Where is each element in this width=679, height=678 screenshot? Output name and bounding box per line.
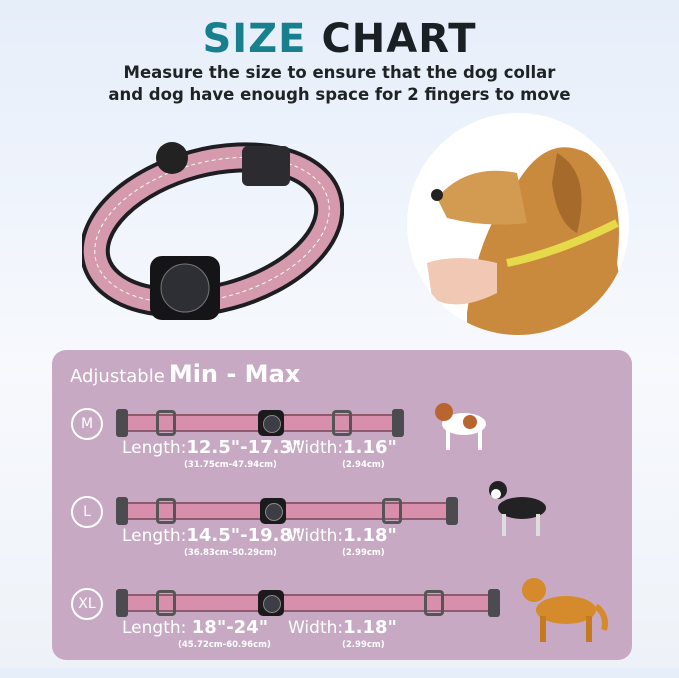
width-cm: (2.99cm) xyxy=(342,640,385,650)
width-cm: (2.99cm) xyxy=(342,548,385,558)
husky-dog-icon xyxy=(489,481,546,536)
adjustable-label: Adjustable Min - Max xyxy=(70,360,300,388)
size-row-l: L Length:14.5"-19.8" (36.83cm-50.29cm) W… xyxy=(52,481,632,586)
title-size: SIZE xyxy=(202,16,307,62)
min-max-text: Min - Max xyxy=(168,360,301,388)
dog-measuring-image xyxy=(407,113,629,335)
subtitle: Measure the size to ensure that the dog … xyxy=(0,62,679,106)
length-text: Length:14.5"-19.8" xyxy=(122,525,302,546)
title-chart: CHART xyxy=(321,16,477,62)
size-badge: XL xyxy=(71,588,103,620)
width-text: Width:1.16" xyxy=(288,437,397,458)
length-cm: (36.83cm-50.29cm) xyxy=(184,548,277,558)
size-row-m: M Length:12.5"-17.3" (31.75cm-47.94cm) W… xyxy=(52,403,632,498)
width-text: Width:1.18" xyxy=(288,525,397,546)
small-dog-icon xyxy=(435,403,486,450)
length-cm: (45.72cm-60.96cm) xyxy=(178,640,271,650)
size-badge: M xyxy=(71,408,103,440)
width-cm: (2.94cm) xyxy=(342,460,385,470)
collar-product-image xyxy=(82,142,344,320)
subtitle-line-2: and dog have enough space for 2 fingers … xyxy=(108,85,571,104)
length-text: Length:12.5"-17.3" xyxy=(122,437,302,458)
width-text: Width:1.18" xyxy=(288,617,397,638)
adjustable-text: Adjustable xyxy=(70,366,165,387)
golden-retriever-icon xyxy=(522,578,608,642)
length-cm: (31.75cm-47.94cm) xyxy=(184,460,277,470)
subtitle-line-1: Measure the size to ensure that the dog … xyxy=(123,63,556,82)
page-title: SIZE CHART xyxy=(0,16,679,62)
size-chart-card: Adjustable Min - Max M Length:12.5"-17.3"… xyxy=(52,350,632,660)
size-row-xl: XL Length: 18"-24" (45.72cm-60.96cm) Wid… xyxy=(52,578,632,678)
length-text: Length: 18"-24" xyxy=(122,617,269,638)
size-badge: L xyxy=(71,496,103,528)
